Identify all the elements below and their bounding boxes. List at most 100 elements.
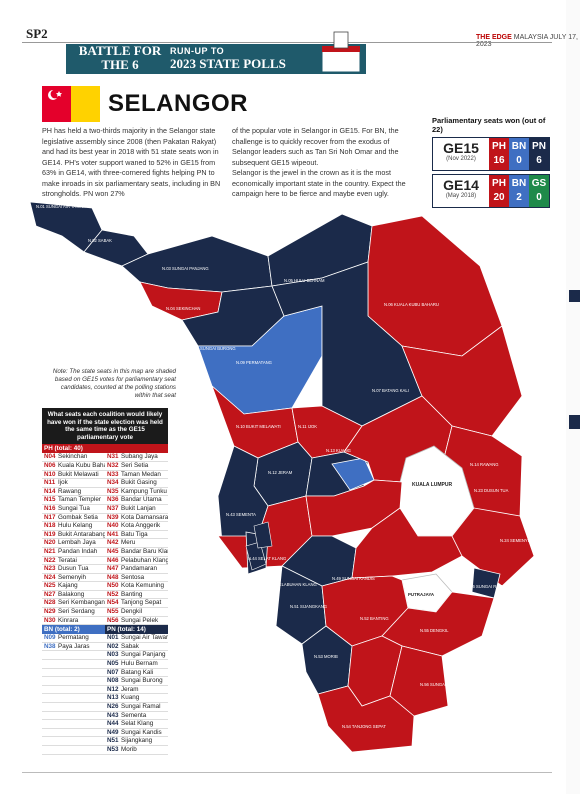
table-row: N28 Seri Kembangan N54 Tanjong Sepat — [42, 599, 168, 609]
seat-name: Sungai Pelek — [121, 616, 159, 624]
seat-code: N45 — [107, 547, 119, 555]
seat-code — [42, 694, 58, 702]
seat-count: 2 — [516, 192, 522, 203]
seat-code — [42, 651, 58, 659]
party-name: BN — [511, 141, 527, 152]
table-row: N49 Sungai Kandis — [42, 729, 168, 738]
seat-name: Sementa — [121, 711, 147, 719]
masthead-date: MALAYSIA JULY 17, 2023 — [476, 34, 578, 48]
seat-code: N49 — [107, 728, 119, 736]
seat-entry — [42, 660, 105, 669]
seat-name — [58, 677, 105, 685]
seat-name — [58, 686, 105, 694]
seat-entry: N01 Sungai Air Tawar — [105, 634, 168, 643]
seat-code: N25 — [44, 582, 56, 590]
party-name: PH — [492, 178, 506, 189]
seat-name: Teratai — [58, 556, 77, 564]
map-seat-label: N.56 SUNGAI PELEK — [420, 682, 461, 687]
seat-code: N03 — [107, 651, 119, 659]
seat-code: N04 — [44, 453, 56, 461]
seat-entry: N42 Meru — [105, 539, 168, 548]
seat-code: N13 — [107, 694, 119, 702]
seat-code: N32 — [107, 461, 119, 469]
seat-entry: N39 Kota Damansara — [105, 514, 168, 523]
map-seat-label: N.26 SUNGAI RAMAL — [466, 584, 508, 589]
seat-entry: N27 Balakong — [42, 591, 105, 600]
seat-name: Gombak Setia — [58, 513, 98, 521]
seat-code: N22 — [44, 556, 56, 564]
seat-entry: N26 Sungai Ramal — [105, 703, 168, 712]
seat-name — [58, 746, 105, 754]
map-seat-label: N.02 SABAK — [88, 238, 112, 243]
election-date: (Nov 2022) — [446, 156, 476, 162]
seat-name: Bukit Melawati — [58, 470, 99, 478]
seat-entry — [42, 720, 105, 729]
ballot-box-icon — [321, 31, 361, 73]
seat-code: N30 — [44, 616, 56, 624]
seat-entry: N34 Bukit Gasing — [105, 479, 168, 488]
page-title: SELANGOR — [108, 90, 249, 117]
seat-entry: N38 Paya Jaras — [42, 643, 105, 652]
map-seat-label: N.43 SEMENTA — [226, 512, 256, 517]
seat-entry: N12 Jeram — [105, 686, 168, 695]
seat-code — [42, 746, 58, 754]
seat-code: N39 — [107, 513, 119, 521]
seat-code: N40 — [107, 522, 119, 530]
seat-name: Sentosa — [121, 573, 145, 581]
seat-entry: N50 Kota Kemuning — [105, 582, 168, 591]
table-row: N44 Selat Klang — [42, 720, 168, 729]
seat-entry — [42, 677, 105, 686]
table-row: N24 Semenyih N48 Sentosa — [42, 574, 168, 583]
seat-entry: N31 Subang Jaya — [105, 453, 168, 462]
seat-code: N19 — [44, 530, 56, 538]
seat-name: Jeram — [121, 685, 139, 693]
party-seat-cell: PN 6 — [529, 138, 549, 170]
seat-entry: N04 Sekinchan — [42, 453, 105, 462]
banner-left-text: BATTLE FOR THE 6 — [78, 43, 162, 72]
ph-section-label: PH (total: 40) — [42, 444, 168, 454]
page-number: SP2 — [26, 26, 48, 41]
seat-name: Pandamaran — [121, 565, 158, 573]
election-label: GE14 (May 2018) — [433, 175, 489, 207]
election-name: GE15 — [443, 140, 479, 156]
seat-count: 16 — [493, 155, 505, 166]
seat-code: N18 — [44, 522, 56, 530]
bottom-rule — [22, 772, 552, 773]
seat-name: Hulu Bernam — [121, 660, 158, 668]
seat-name: Sungai Burong — [121, 677, 163, 685]
map-seat-label: N.04 SEKINCHAN — [166, 306, 200, 311]
seat-entry: N30 Kinrara — [42, 617, 105, 626]
seat-name: Batang Kali — [121, 668, 154, 676]
seat-name: Sungai Panjang — [121, 651, 166, 659]
seat-name: Bandar Baru Klang — [121, 547, 168, 555]
seat-name — [58, 737, 105, 745]
seat-entry: N48 Sentosa — [105, 574, 168, 583]
seat-name — [58, 720, 105, 728]
seat-entry: N23 Dusun Tua — [42, 565, 105, 574]
seat-name: Kuang — [121, 694, 140, 702]
seat-entry — [42, 669, 105, 678]
table-row: N13 Kuang — [42, 694, 168, 703]
seat-code: N06 — [44, 461, 56, 469]
seat-entry — [42, 737, 105, 746]
seat-entry: N43 Sementa — [105, 712, 168, 721]
seat-code: N41 — [107, 530, 119, 538]
seat-name: Kota Kemuning — [121, 582, 165, 590]
seat-code: N16 — [44, 504, 56, 512]
seat-entry: N10 Bukit Melawati — [42, 471, 105, 480]
map-labels: N.01 SUNGAI AIR TAWAR N.02 SABAK N.03 SU… — [36, 204, 532, 729]
map-seat-label: N.44 SELAT KLANG — [248, 556, 286, 561]
seat-code — [42, 720, 58, 728]
seat-code: N51 — [107, 737, 119, 745]
seat-entry: N51 Sijangkang — [105, 737, 168, 746]
seat-code: N36 — [107, 496, 119, 504]
seat-entry: N16 Sungai Tua — [42, 505, 105, 514]
seat-entry: N24 Semenyih — [42, 574, 105, 583]
seat-projection-table: What seats each coalition would likely h… — [42, 408, 168, 755]
seat-entry: N55 Dengkil — [105, 608, 168, 617]
seat-name: Seri Kembangan — [58, 599, 105, 607]
map-seat-label: N.24 SEMENYIH — [500, 538, 532, 543]
seat-entry: N35 Kampung Tunku — [105, 488, 168, 497]
